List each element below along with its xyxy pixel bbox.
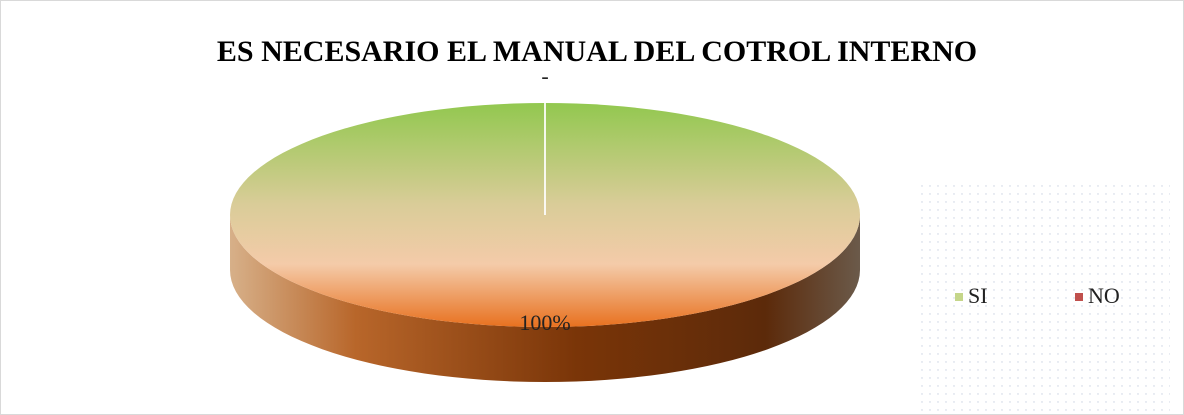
pie-side (230, 215, 860, 382)
legend-swatch (955, 293, 963, 301)
legend-label: NO (1088, 283, 1120, 308)
data-label: 100% (519, 310, 570, 335)
legend-swatch (1075, 293, 1083, 301)
legend-label: SI (968, 283, 988, 308)
data-label: - (541, 63, 548, 88)
chart-title: ES NECESARIO EL MANUAL DEL COTROL INTERN… (217, 35, 977, 68)
